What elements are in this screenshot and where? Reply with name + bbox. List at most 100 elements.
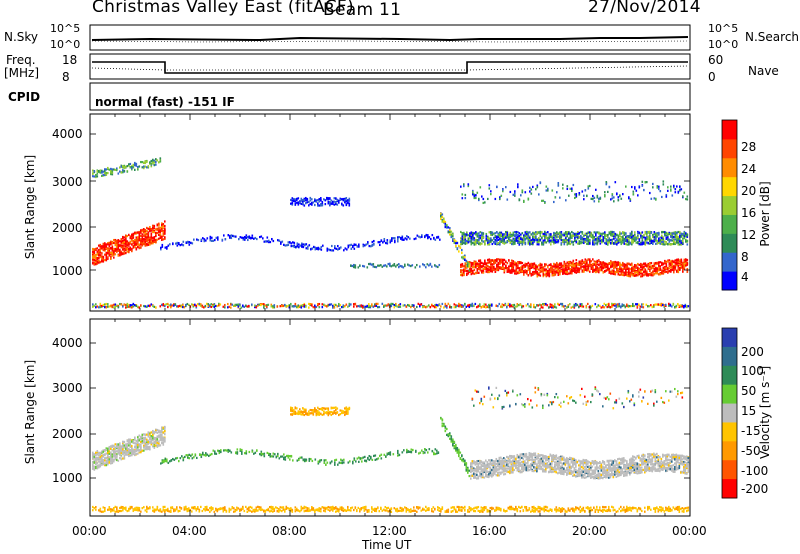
data-cell: [575, 193, 578, 196]
freq-label: Freq.: [6, 53, 36, 67]
data-cell: [487, 241, 489, 244]
data-cell: [111, 168, 114, 171]
data-cell: [263, 240, 266, 243]
data-cell: [140, 304, 142, 307]
data-cell: [470, 271, 473, 275]
data-cell: [339, 304, 342, 307]
data-cell: [575, 262, 578, 265]
data-cell: [131, 167, 133, 170]
data-cell: [466, 269, 468, 272]
data-cell: [665, 260, 668, 263]
data-cell: [123, 247, 126, 250]
data-cell: [607, 241, 609, 244]
data-cell: [257, 304, 259, 307]
data-cell: [530, 241, 533, 244]
data-cell: [215, 236, 218, 239]
data-cell: [476, 234, 479, 238]
data-cell: [586, 194, 588, 197]
data-cell: [590, 264, 593, 267]
data-cell: [530, 239, 533, 242]
data-cell: [566, 261, 569, 264]
data-cell: [147, 227, 150, 230]
data-cell: [460, 263, 462, 266]
data-cell: [347, 201, 349, 204]
data-cell: [300, 202, 303, 205]
data-cell: [472, 231, 474, 235]
data-cell: [341, 202, 343, 205]
data-cell: [593, 243, 596, 246]
data-cell: [592, 197, 594, 201]
data-cell: [655, 242, 657, 245]
data-cell: [551, 306, 553, 309]
data-cell: [102, 173, 105, 176]
data-cell: [652, 235, 654, 238]
data-cell: [92, 451, 94, 454]
data-cell: [556, 241, 558, 244]
data-cell: [611, 261, 614, 264]
data-cell: [662, 303, 664, 307]
data-cell: [587, 263, 590, 266]
data-cell: [532, 239, 534, 242]
data-cell: [595, 234, 597, 237]
data-cell: [521, 189, 524, 192]
data-cell: [498, 302, 501, 306]
data-cell: [463, 238, 465, 242]
data-cell: [129, 162, 132, 166]
data-cell: [656, 186, 659, 189]
data-cell: [255, 304, 258, 308]
data-cell: [532, 266, 534, 269]
data-cell: [185, 303, 187, 307]
data-cell: [253, 237, 255, 240]
data-cell: [144, 228, 147, 232]
data-cell: [484, 262, 486, 266]
data-cell: [386, 239, 389, 242]
data-cell: [494, 259, 497, 262]
data-cell: [560, 302, 562, 306]
data-cell: [338, 199, 340, 202]
data-cell: [195, 306, 198, 309]
data-cell: [577, 262, 579, 265]
data-cell: [683, 306, 685, 309]
data-cell: [399, 303, 402, 306]
data-cell: [93, 465, 96, 468]
data-cell: [596, 243, 599, 246]
data-cell: [98, 170, 100, 173]
data-cell: [446, 224, 448, 227]
data-cell: [481, 237, 483, 240]
data-cell: [95, 306, 97, 309]
data-cell: [485, 236, 488, 239]
data-cell: [116, 248, 118, 251]
data-cell: [634, 186, 636, 189]
data-cell: [629, 198, 632, 201]
data-cell: [92, 253, 94, 257]
data-cell: [488, 243, 491, 246]
data-cell: [646, 237, 648, 240]
data-cell: [466, 233, 468, 236]
data-cell: [553, 200, 555, 204]
data-cell: [675, 304, 678, 308]
data-cell: [92, 465, 94, 468]
data-cell: [533, 235, 536, 239]
data-cell: [521, 232, 524, 235]
data-cell: [113, 250, 115, 253]
data-cell: [565, 262, 567, 265]
data-cell: [674, 242, 677, 246]
data-cell: [518, 232, 521, 235]
data-cell: [508, 259, 510, 262]
data-cell: [523, 199, 525, 203]
data-cell: [120, 303, 123, 306]
data-cell: [677, 236, 680, 239]
data-cell: [503, 233, 506, 236]
data-cell: [159, 229, 162, 232]
data-cell: [500, 194, 503, 197]
data-cell: [137, 242, 139, 245]
data-cell: [391, 237, 393, 240]
data-cell: [348, 302, 351, 306]
data-cell: [673, 239, 675, 242]
data-cell: [117, 245, 120, 248]
data-cell: [125, 238, 127, 241]
data-cell: [125, 245, 127, 248]
data-cell: [449, 306, 451, 309]
data-cell: [596, 270, 599, 273]
data-cell: [611, 302, 613, 305]
